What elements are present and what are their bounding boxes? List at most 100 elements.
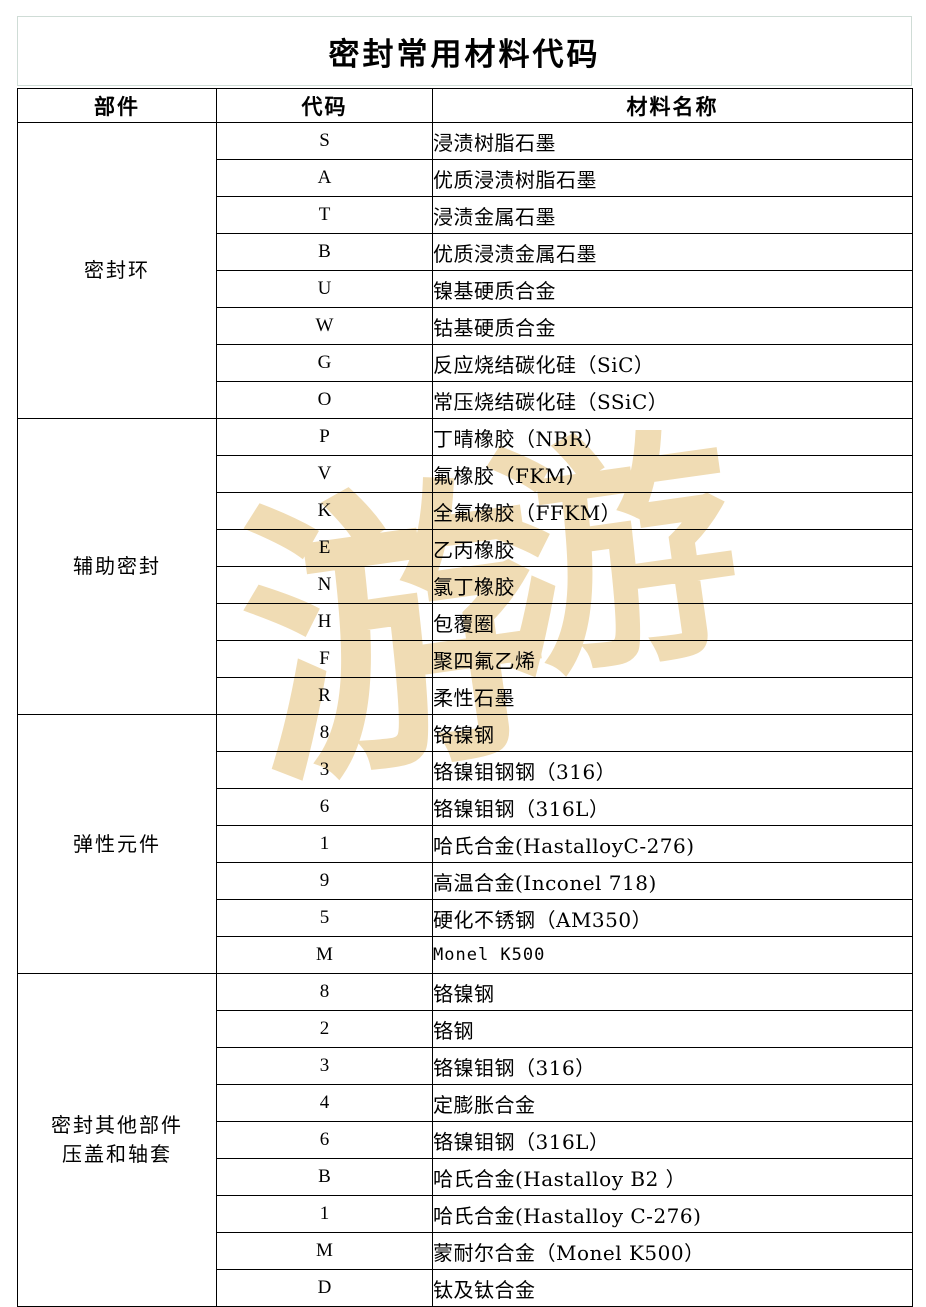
header-row: 部件 代码 材料名称 — [17, 88, 913, 123]
material-name-cell: 包覆圈 — [432, 603, 913, 641]
table-row: F 聚四氟乙烯 — [18, 640, 913, 678]
material-code-cell: A — [216, 159, 433, 197]
material-code-cell: S — [216, 122, 433, 160]
table-row: 9 高温合金(Inconel 718) — [18, 862, 913, 900]
material-name-cell: 哈氏合金(HastalloyC-276) — [432, 825, 913, 863]
material-code-cell: 1 — [216, 1195, 433, 1233]
material-name-cell: 浸渍金属石墨 — [432, 196, 913, 234]
material-code-cell: T — [216, 196, 433, 234]
material-name-cell: 哈氏合金(Hastalloy B2 ） — [432, 1158, 913, 1196]
page-title: 密封常用材料代码 — [328, 36, 601, 73]
material-name-cell: 浸渍树脂石墨 — [432, 122, 913, 160]
material-name-cell: 丁晴橡胶（NBR） — [432, 418, 913, 456]
table-row: G 反应烧结碳化硅（SiC） — [18, 344, 913, 382]
material-code-cell: H — [216, 603, 433, 641]
table-row: W 钴基硬质合金 — [18, 307, 913, 345]
table-row: T 浸渍金属石墨 — [18, 196, 913, 234]
material-code-cell: 8 — [216, 973, 433, 1011]
document-title-band: 密封常用材料代码 — [17, 16, 912, 86]
material-code-table: 部件 代码 材料名称 密封环 S 浸渍树脂石墨 A 优质浸渍树脂石墨 T 浸渍金属石墨 B 优质… — [17, 88, 913, 1307]
table-row: 6 铬镍钼钢（316L） — [18, 788, 913, 826]
material-name-cell: 优质浸渍树脂石墨 — [432, 159, 913, 197]
material-name-cell: 柔性石墨 — [432, 677, 913, 715]
material-code-cell: B — [216, 1158, 433, 1196]
material-code-cell: 3 — [216, 751, 433, 789]
material-code-cell: G — [216, 344, 433, 382]
table-row: 1 哈氏合金(Hastalloy C-276) — [18, 1195, 913, 1233]
table-header: 部件 代码 材料名称 — [17, 88, 913, 123]
material-code-cell: N — [216, 566, 433, 604]
material-code-cell: O — [216, 381, 433, 419]
material-code-cell: P — [216, 418, 433, 456]
material-name-cell: 氯丁橡胶 — [432, 566, 913, 604]
table-row: V 氟橡胶（FKM） — [18, 455, 913, 493]
material-name-cell: 反应烧结碳化硅（SiC） — [432, 344, 913, 382]
column-header-material-name: 材料名称 — [432, 88, 913, 123]
table-row: U 镍基硬质合金 — [18, 270, 913, 308]
material-name-cell: 常压烧结碳化硅（SSiC） — [432, 381, 913, 419]
material-name-cell: 铬镍钼钢（316L） — [432, 788, 913, 826]
material-name-cell: 优质浸渍金属石墨 — [432, 233, 913, 271]
column-header-part: 部件 — [17, 88, 217, 123]
material-code-cell: W — [216, 307, 433, 345]
table-row: B 优质浸渍金属石墨 — [18, 233, 913, 271]
material-name-cell: 硬化不锈钢（AM350） — [432, 899, 913, 937]
table-row: 辅助密封 P 丁晴橡胶（NBR） — [17, 418, 913, 715]
material-name-cell: 铬镍钼钢（316） — [432, 1047, 913, 1085]
material-name-cell: 铬钢 — [432, 1010, 913, 1048]
material-name-cell: 氟橡胶（FKM） — [432, 455, 913, 493]
material-name-cell: 铬镍钢 — [432, 714, 913, 752]
material-code-cell: F — [216, 640, 433, 678]
material-name-cell: 全氟橡胶（FFKM） — [432, 492, 913, 530]
table-row: 3 铬镍钼钢钢（316） — [18, 751, 913, 789]
table-row: 密封其他部件 压盖和轴套 8 铬镍钢 — [17, 973, 913, 1307]
material-name-cell: Monel K500 — [432, 936, 913, 974]
table-row: 4 定膨胀合金 — [18, 1084, 913, 1122]
material-name-cell: 铬镍钢 — [432, 973, 913, 1011]
material-name-cell: 蒙耐尔合金（Monel K500） — [432, 1232, 913, 1270]
material-code-cell: 2 — [216, 1010, 433, 1048]
material-name-cell: 铬镍钼钢钢（316） — [432, 751, 913, 789]
material-code-cell: D — [216, 1269, 433, 1307]
material-code-cell: R — [216, 677, 433, 715]
table-row: 6 铬镍钼钢（316L） — [18, 1121, 913, 1159]
material-code-cell: 5 — [216, 899, 433, 937]
table-row: 密封环 S 浸渍树脂石墨 — [17, 122, 913, 419]
table-row: M Monel K500 — [18, 936, 913, 974]
material-code-cell: B — [216, 233, 433, 271]
table-row: 2 铬钢 — [18, 1010, 913, 1048]
part-group-label: 密封环 — [17, 122, 217, 419]
material-code-cell: 3 — [216, 1047, 433, 1085]
material-name-cell: 钴基硬质合金 — [432, 307, 913, 345]
material-name-cell: 定膨胀合金 — [432, 1084, 913, 1122]
material-name-cell: 镍基硬质合金 — [432, 270, 913, 308]
material-code-cell: M — [216, 936, 433, 974]
material-code-cell: 8 — [216, 714, 433, 752]
table-row: M 蒙耐尔合金（Monel K500） — [18, 1232, 913, 1270]
material-name-cell: 聚四氟乙烯 — [432, 640, 913, 678]
table-row: E 乙丙橡胶 — [18, 529, 913, 567]
part-group-label: 辅助密封 — [17, 418, 217, 715]
material-name-cell: 哈氏合金(Hastalloy C-276) — [432, 1195, 913, 1233]
material-name-cell: 高温合金(Inconel 718) — [432, 862, 913, 900]
material-code-cell: 9 — [216, 862, 433, 900]
material-code-cell: 6 — [216, 1121, 433, 1159]
material-code-cell: V — [216, 455, 433, 493]
material-code-cell: M — [216, 1232, 433, 1270]
material-code-cell: U — [216, 270, 433, 308]
table-row: B 哈氏合金(Hastalloy B2 ） — [18, 1158, 913, 1196]
table-body: 密封环 S 浸渍树脂石墨 A 优质浸渍树脂石墨 T 浸渍金属石墨 B 优质浸渍金属石墨 U 镍基硬质… — [17, 122, 913, 1307]
part-group-label: 密封其他部件 压盖和轴套 — [17, 973, 217, 1307]
material-name-cell: 钛及钛合金 — [432, 1269, 913, 1307]
table-row: 弹性元件 8 铬镍钢 — [17, 714, 913, 974]
table-row: H 包覆圈 — [18, 603, 913, 641]
table-row: K 全氟橡胶（FFKM） — [18, 492, 913, 530]
material-code-cell: K — [216, 492, 433, 530]
column-header-code: 代码 — [216, 88, 433, 123]
material-code-cell: 4 — [216, 1084, 433, 1122]
part-group-label: 弹性元件 — [17, 714, 217, 974]
material-code-cell: 6 — [216, 788, 433, 826]
table-row: O 常压烧结碳化硅（SSiC） — [18, 381, 913, 419]
material-name-cell: 乙丙橡胶 — [432, 529, 913, 567]
material-code-cell: E — [216, 529, 433, 567]
